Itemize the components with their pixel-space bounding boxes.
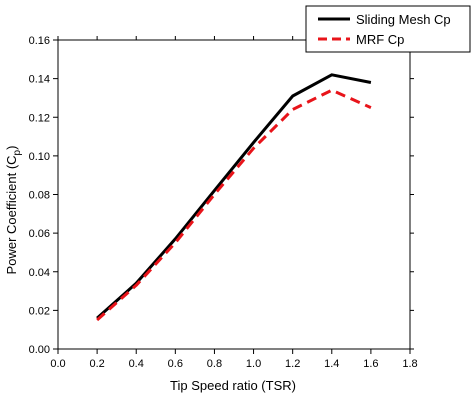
x-axis: 0.0 0.2 0.4 0.6 0.8 1.0 1.2 1.4 1.6 1.8 bbox=[50, 36, 418, 370]
series-layer bbox=[96, 73, 372, 322]
y-tick-label: 0.10 bbox=[29, 151, 50, 163]
y-tick-label: 0.02 bbox=[29, 305, 50, 317]
legend-box bbox=[305, 5, 471, 53]
x-tick-label: 1.4 bbox=[324, 358, 339, 370]
legend-label-sliding-mesh: Sliding Mesh Cp bbox=[356, 12, 451, 27]
x-tick-label: 1.6 bbox=[363, 358, 378, 370]
x-tick-label: 0.8 bbox=[207, 358, 222, 370]
plot-border bbox=[57, 39, 411, 350]
y-tick-label: 0.06 bbox=[29, 228, 50, 240]
y-tick-label: 0.16 bbox=[29, 35, 50, 47]
y-tick-label: 0.04 bbox=[29, 267, 50, 279]
x-tick-label: 0.2 bbox=[89, 358, 104, 370]
y-axis-title: Power Coefficient (Cp) bbox=[4, 146, 23, 275]
x-tick-label: 0.6 bbox=[168, 358, 183, 370]
y-tick-label: 0.00 bbox=[29, 344, 50, 356]
y-tick-label: 0.08 bbox=[29, 190, 50, 202]
legend: Sliding Mesh Cp MRF Cp bbox=[305, 5, 471, 53]
x-axis-title: Tip Speed ratio (TSR) bbox=[170, 378, 296, 393]
y-axis-title-close: ) bbox=[4, 146, 19, 150]
x-tick-label: 0.0 bbox=[50, 358, 65, 370]
x-tick-label: 1.8 bbox=[402, 358, 417, 370]
y-axis: 0.00 0.02 0.04 0.06 0.08 0.10 0.12 0.14 0.16 bbox=[29, 35, 414, 356]
y-tick-label: 0.12 bbox=[29, 112, 50, 124]
x-tick-label: 0.4 bbox=[129, 358, 144, 370]
series-line-mrf bbox=[96, 88, 372, 322]
y-tick-label: 0.14 bbox=[29, 74, 50, 86]
y-axis-title-main: Power Coefficient (C bbox=[4, 155, 19, 274]
x-tick-label: 1.0 bbox=[246, 358, 261, 370]
legend-label-mrf: MRF Cp bbox=[356, 32, 404, 47]
plot-frame bbox=[57, 39, 411, 350]
x-tick-label: 1.2 bbox=[285, 358, 300, 370]
series-line-sliding-mesh bbox=[96, 73, 372, 320]
y-axis-title-subscript: p bbox=[12, 149, 23, 155]
